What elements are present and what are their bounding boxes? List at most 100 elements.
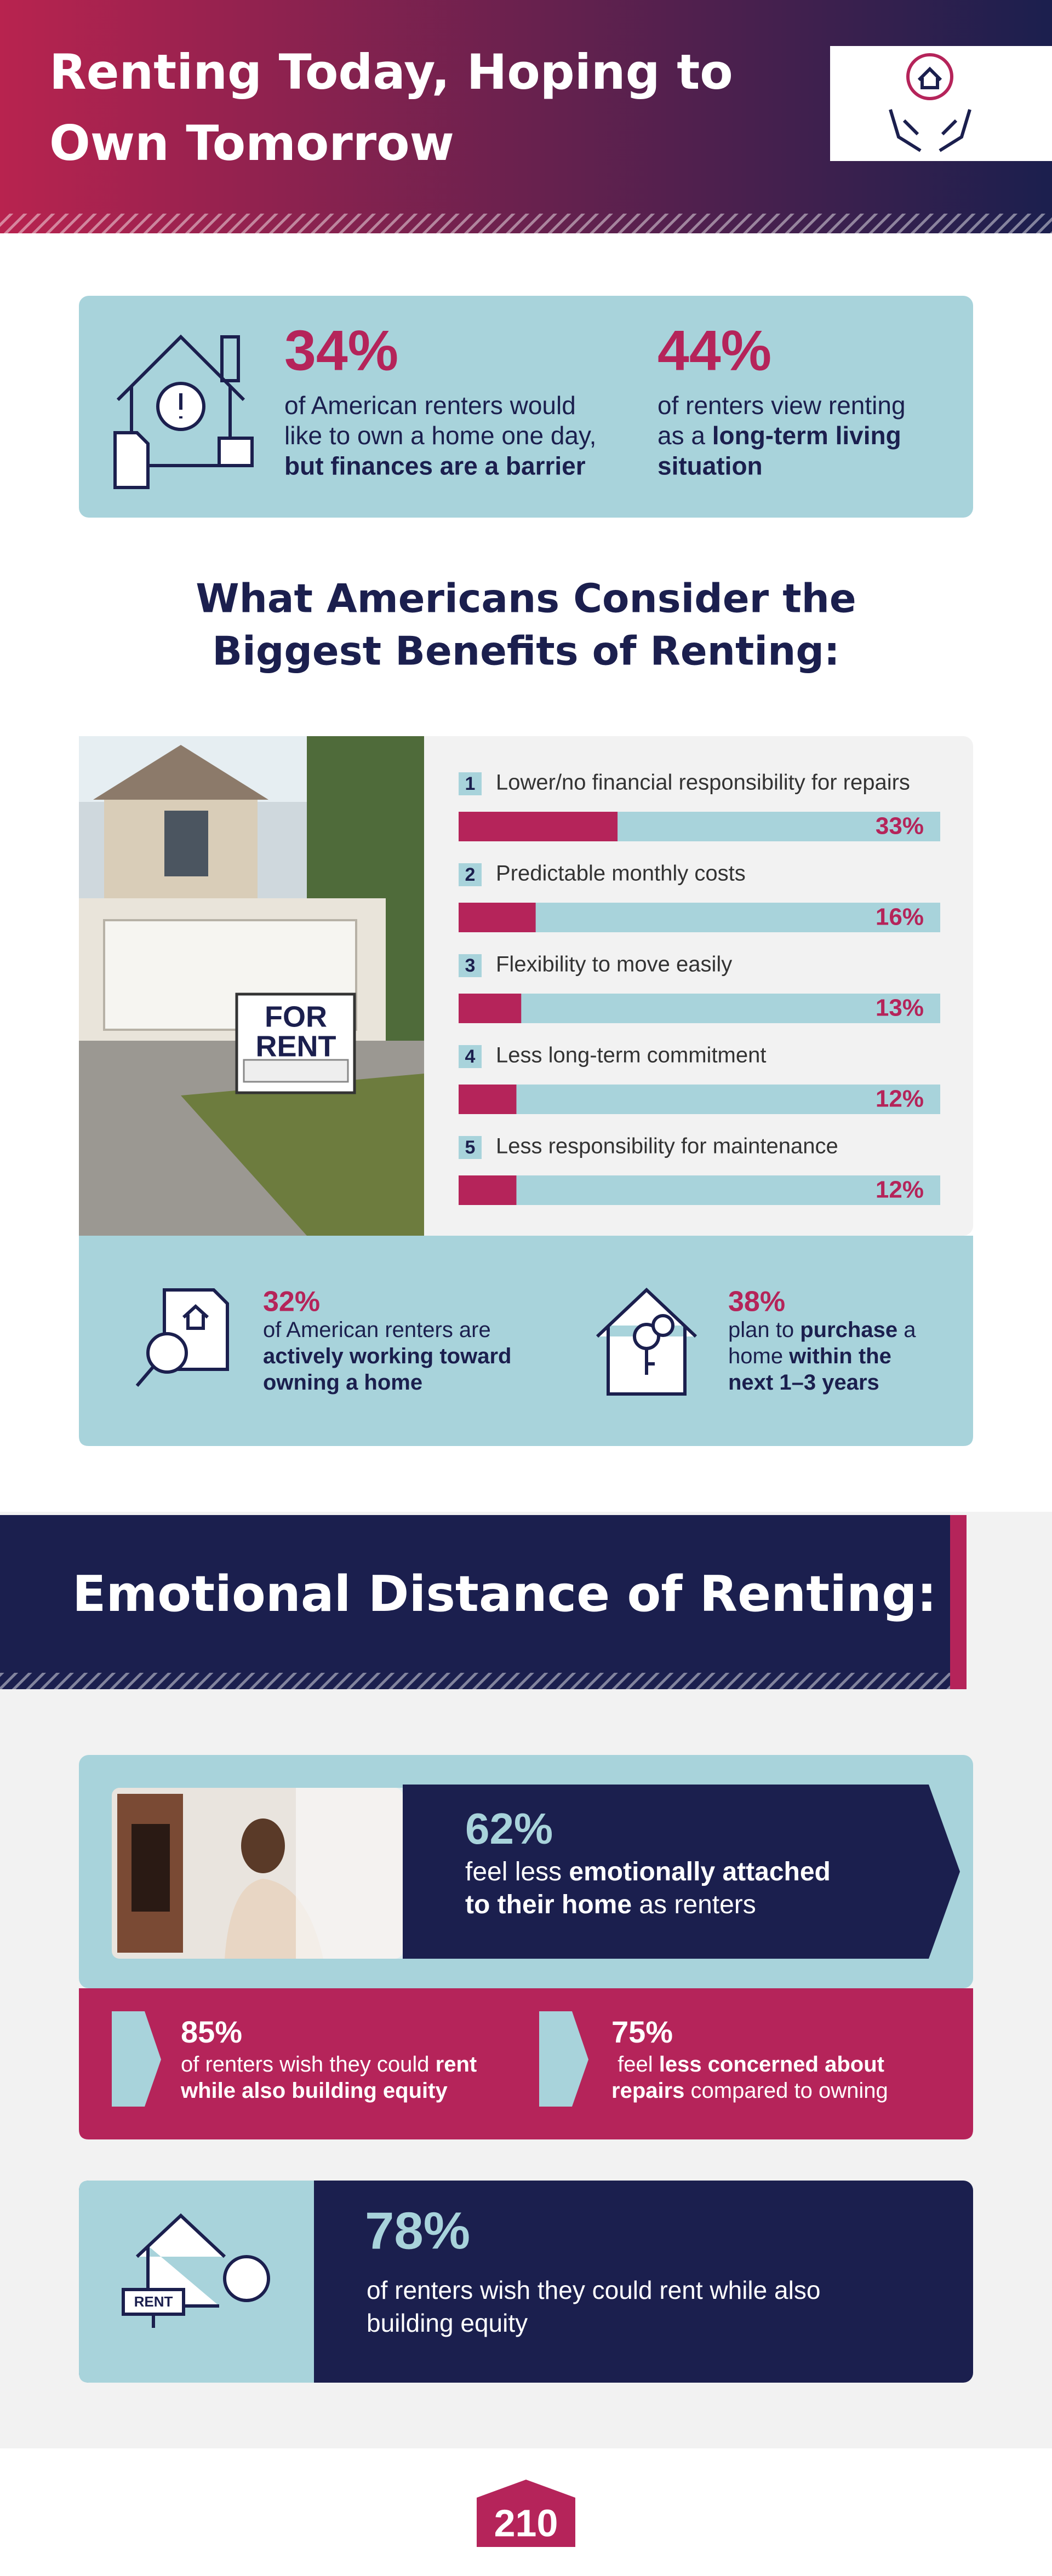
stat-text: of renters view renting: [658, 391, 906, 420]
stat-value: 44%: [658, 319, 771, 382]
stat-value: 38%: [728, 1286, 785, 1318]
text-segment: long-term living: [712, 421, 901, 450]
bar: [459, 812, 618, 841]
house-photo: [79, 736, 424, 1236]
stat-text: to their home as renters: [465, 1890, 756, 1919]
woman-photo: [112, 1788, 403, 1959]
title-line: Own Tomorrow: [49, 115, 454, 171]
text-segment: rent: [436, 2052, 477, 2076]
text-segment: emotionally attached: [569, 1857, 830, 1886]
hands-house-icon: [889, 53, 971, 152]
text-segment: repairs: [611, 2079, 684, 2103]
stat-text: like to own a home one day,: [284, 421, 596, 450]
text-segment: building equity: [367, 2309, 528, 2337]
value-label: 12%: [876, 1086, 924, 1112]
stat-text: feel less emotionally attached: [465, 1857, 831, 1886]
sign-text: RENT: [134, 2293, 173, 2310]
bar-track: [459, 1085, 940, 1114]
stat-text: building equity: [367, 2309, 528, 2337]
value-label: 13%: [876, 995, 924, 1022]
text-segment: as a: [658, 421, 712, 450]
stat-text: of renters wish they could rent while al…: [367, 2276, 820, 2304]
stat-text: of American renters are: [263, 1318, 491, 1342]
stat-text: actively working toward: [263, 1344, 511, 1368]
text-segment: actively working toward: [263, 1344, 511, 1368]
bar: [459, 994, 522, 1023]
category-label: Lower/no financial responsibility for re…: [496, 771, 910, 795]
text-segment: of American renters would: [284, 391, 576, 420]
text-segment: to their home: [465, 1890, 632, 1919]
text-segment: home: [728, 1344, 789, 1368]
mid-stats-band: [79, 1236, 973, 1446]
section-title: Emotional Distance of Renting:: [72, 1565, 937, 1623]
last-card-left: [79, 2181, 314, 2383]
stat-text: of American renters would: [284, 391, 576, 420]
search-doc-icon: [135, 1288, 229, 1387]
text-segment: owning a home: [263, 1370, 422, 1395]
bar-track: [459, 1175, 940, 1205]
main-emotion-arrow: [403, 1785, 960, 1959]
text-segment: feel: [611, 2052, 659, 2076]
stat-text: feel less concerned about: [611, 2052, 884, 2076]
rank-box: [459, 863, 482, 886]
text-segment: of American renters are: [263, 1318, 491, 1342]
rank-number: 4: [465, 1046, 476, 1067]
rank-number: 3: [465, 955, 476, 976]
stat-text: owning a home: [263, 1370, 422, 1395]
chevron: [112, 2011, 161, 2107]
banner-stripes: [0, 1673, 950, 1689]
stat-text: next 1–3 years: [728, 1370, 879, 1395]
stat-text: repairs compared to owning: [611, 2079, 888, 2103]
sign-text: FOR: [265, 1000, 327, 1033]
text-segment: of renters view renting: [658, 391, 906, 420]
value-label: 33%: [876, 813, 924, 840]
stat-value: 85%: [181, 2015, 242, 2049]
value-label: 16%: [876, 904, 924, 931]
rank-box: [459, 954, 482, 977]
category-label: Predictable monthly costs: [496, 862, 746, 886]
bar: [459, 903, 536, 932]
stat-text: situation: [658, 452, 763, 480]
top-stats-card: [79, 296, 973, 518]
stat-text: home within the: [728, 1344, 891, 1368]
header-icon-box: [830, 46, 1052, 161]
bar-track: [459, 903, 940, 932]
rank-number: 1: [465, 773, 476, 794]
text-segment: a: [897, 1318, 916, 1342]
rank-box: [459, 772, 482, 795]
value-label: 12%: [876, 1177, 924, 1203]
title-line: Renting Today, Hoping to: [49, 44, 733, 100]
text-segment: next 1–3 years: [728, 1370, 879, 1395]
stat-text: of renters wish they could rent: [181, 2052, 477, 2076]
category-label: Flexibility to move easily: [496, 953, 732, 977]
text-segment: situation: [658, 452, 763, 480]
footer-logo-shape: [477, 2480, 575, 2547]
text-segment: compared to owning: [684, 2079, 888, 2103]
rank-number: 2: [465, 864, 476, 885]
chevron: [539, 2011, 588, 2107]
bar: [459, 1085, 517, 1114]
bar-track: [459, 994, 940, 1023]
rank-number: 5: [465, 1137, 476, 1158]
stat-text: while also building equity: [180, 2079, 448, 2103]
text-segment: within the: [788, 1344, 891, 1368]
stat-value: 75%: [611, 2015, 673, 2049]
stat-value: 62%: [465, 1804, 553, 1853]
pair-band: [79, 1988, 973, 2139]
rank-box: [459, 1136, 482, 1159]
text-segment: of renters wish they could rent while al…: [367, 2276, 820, 2304]
section-heading: What Americans Consider the: [196, 576, 856, 622]
footer-logo: 210: [494, 2502, 558, 2544]
stat-value: 32%: [263, 1286, 320, 1318]
stat-text: as a long-term living: [658, 421, 901, 450]
stat-value: 78%: [365, 2201, 470, 2260]
stat-value: 34%: [284, 319, 398, 382]
text-segment: like to own a home one day,: [284, 421, 596, 450]
stat-text: plan to purchase a: [728, 1318, 916, 1342]
text-segment: of renters wish they could: [181, 2052, 436, 2076]
bar: [459, 1175, 517, 1205]
text-segment: while also building equity: [180, 2079, 448, 2103]
text-segment: as renters: [632, 1890, 756, 1919]
sign-text: RENT: [256, 1030, 336, 1063]
text-segment: less concerned about: [659, 2052, 884, 2076]
